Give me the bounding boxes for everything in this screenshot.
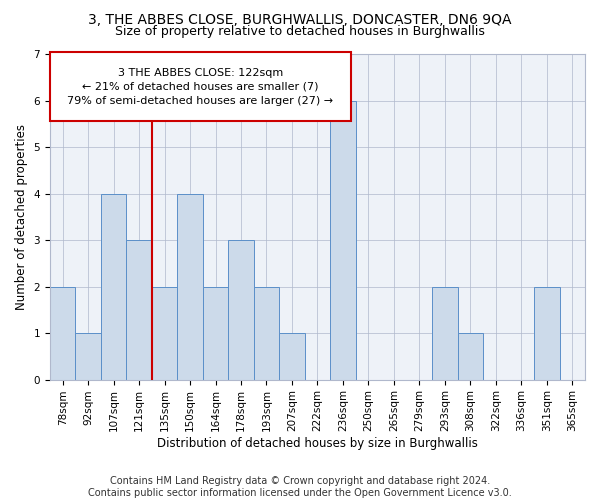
Bar xyxy=(458,333,483,380)
Bar xyxy=(101,194,127,380)
Bar xyxy=(50,286,76,380)
Bar xyxy=(76,333,101,380)
Bar xyxy=(432,286,458,380)
Text: 3 THE ABBES CLOSE: 122sqm: 3 THE ABBES CLOSE: 122sqm xyxy=(118,68,283,78)
Y-axis label: Number of detached properties: Number of detached properties xyxy=(15,124,28,310)
X-axis label: Distribution of detached houses by size in Burghwallis: Distribution of detached houses by size … xyxy=(157,437,478,450)
Bar xyxy=(228,240,254,380)
Bar xyxy=(178,194,203,380)
Text: ← 21% of detached houses are smaller (7): ← 21% of detached houses are smaller (7) xyxy=(82,82,319,92)
Bar xyxy=(279,333,305,380)
Bar xyxy=(254,286,279,380)
Bar xyxy=(127,240,152,380)
Bar xyxy=(534,286,560,380)
Text: Size of property relative to detached houses in Burghwallis: Size of property relative to detached ho… xyxy=(115,25,485,38)
Bar xyxy=(330,100,356,380)
Text: Contains HM Land Registry data © Crown copyright and database right 2024.
Contai: Contains HM Land Registry data © Crown c… xyxy=(88,476,512,498)
Text: 79% of semi-detached houses are larger (27) →: 79% of semi-detached houses are larger (… xyxy=(67,96,334,106)
Text: 3, THE ABBES CLOSE, BURGHWALLIS, DONCASTER, DN6 9QA: 3, THE ABBES CLOSE, BURGHWALLIS, DONCAST… xyxy=(88,12,512,26)
Bar xyxy=(203,286,228,380)
Bar xyxy=(50,52,350,122)
Bar xyxy=(152,286,178,380)
